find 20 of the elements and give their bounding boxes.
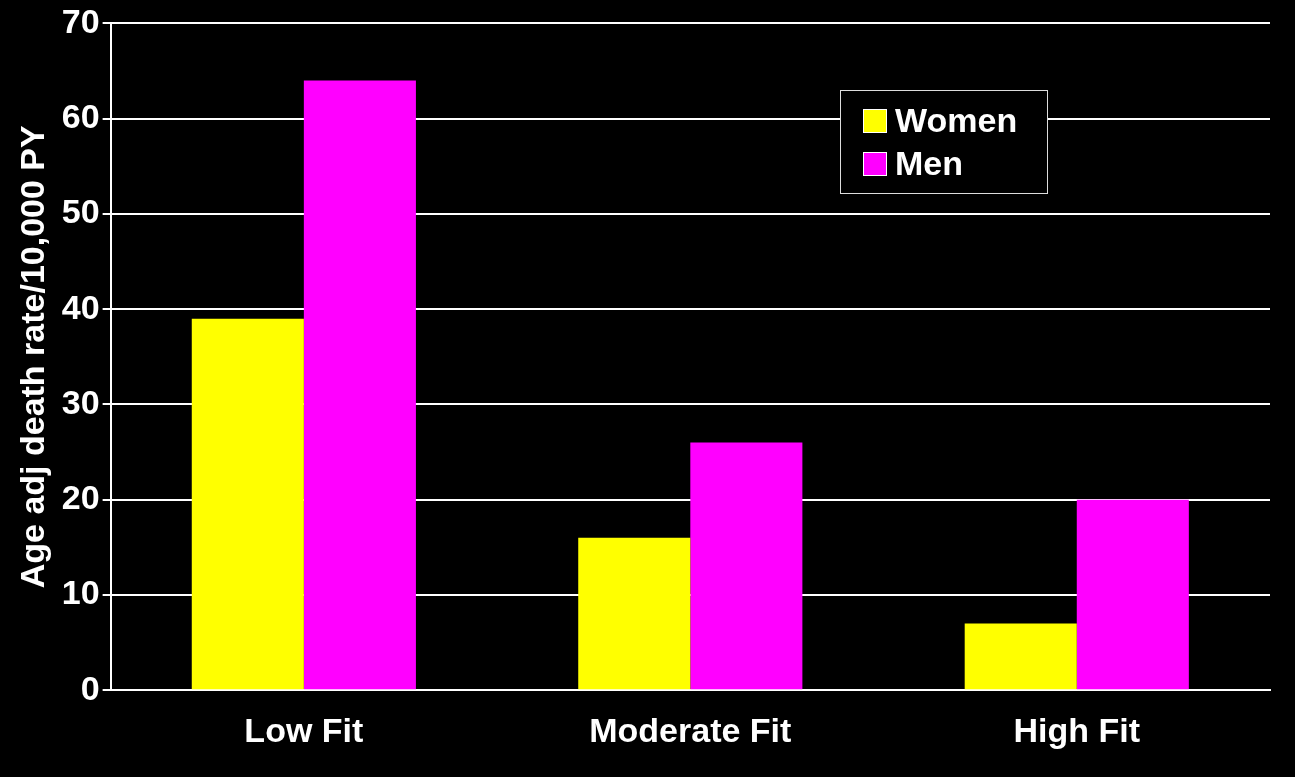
x-tick-label: Low Fit xyxy=(244,710,364,749)
y-tick-label: 10 xyxy=(61,573,100,612)
bar xyxy=(690,442,803,690)
bar xyxy=(964,623,1077,690)
legend-label: Men xyxy=(895,144,963,183)
y-tick-label: 0 xyxy=(80,668,100,707)
bar xyxy=(578,537,691,690)
y-tick-label: 40 xyxy=(61,287,100,326)
y-tick-label: 30 xyxy=(61,382,100,421)
x-tick-label: Moderate Fit xyxy=(589,710,792,749)
bar xyxy=(191,318,304,690)
y-tick-label: 20 xyxy=(61,478,100,517)
x-tick-label: High Fit xyxy=(1013,710,1141,749)
y-tick-label: 50 xyxy=(61,192,100,231)
bar xyxy=(303,80,416,690)
legend-label: Women xyxy=(895,101,1018,140)
y-tick-label: 60 xyxy=(61,97,100,136)
y-tick-label: 70 xyxy=(61,1,100,40)
y-axis-title: Age adj death rate/10,000 PY xyxy=(12,124,51,589)
bar xyxy=(1076,499,1189,690)
